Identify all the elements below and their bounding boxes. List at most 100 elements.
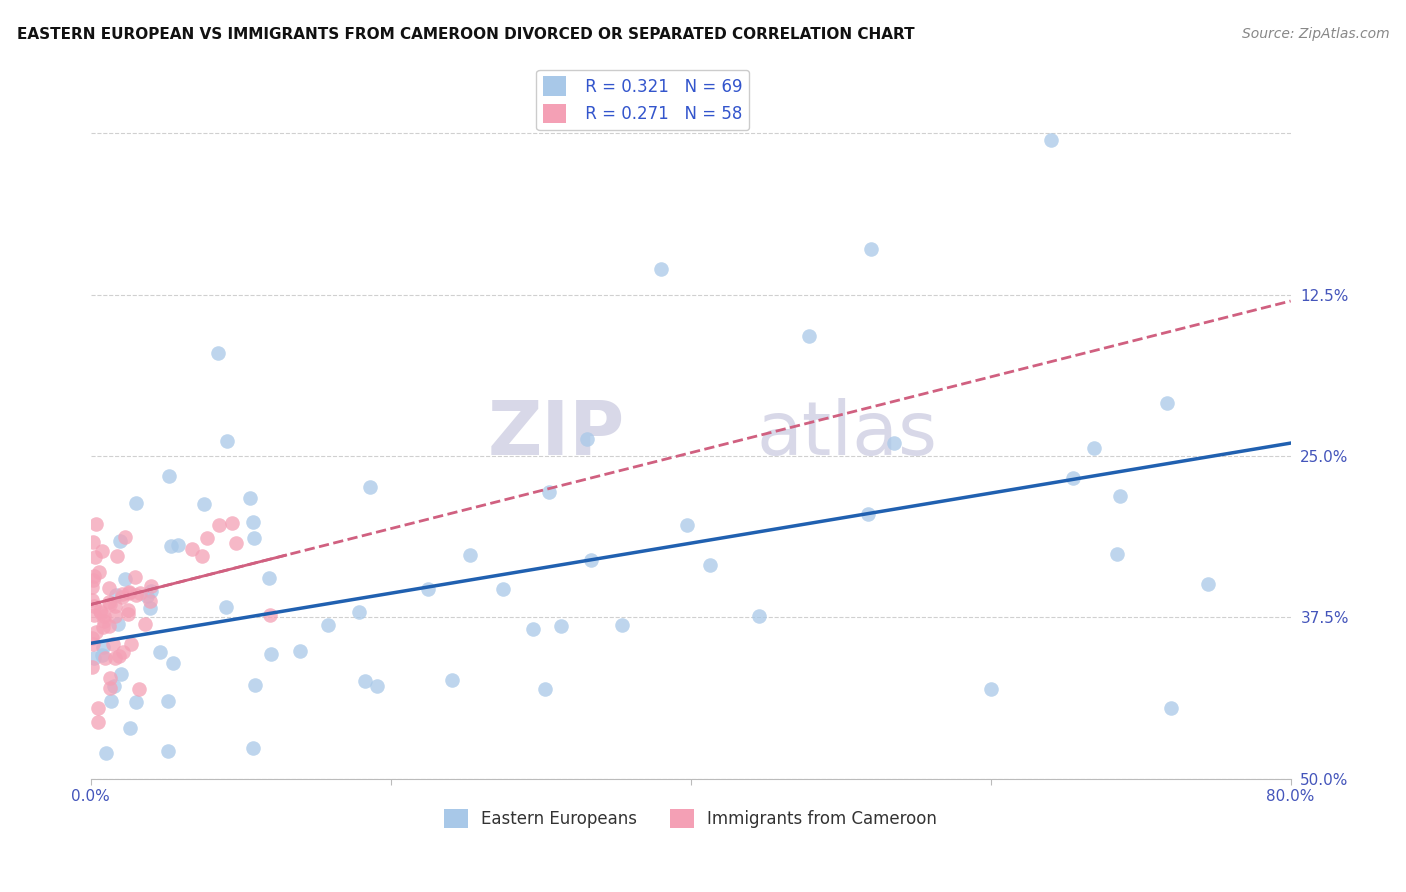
- Point: [98, 671, 121, 685]
- Point: [117, 607, 139, 621]
- Point: [347, 605, 370, 619]
- Point: [156, 694, 179, 708]
- Point: [359, 479, 381, 493]
- Point: [91, 544, 114, 558]
- Point: [1156, 396, 1178, 410]
- Point: [242, 515, 264, 529]
- Point: [1062, 471, 1084, 485]
- Point: [157, 469, 180, 483]
- Point: [125, 588, 148, 602]
- Point: [799, 329, 821, 343]
- Point: [90, 606, 112, 620]
- Point: [91, 640, 114, 654]
- Point: [156, 744, 179, 758]
- Point: [104, 609, 127, 624]
- Point: [242, 740, 264, 755]
- Point: [117, 585, 139, 599]
- Point: [180, 542, 202, 557]
- Point: [207, 345, 229, 359]
- Point: [243, 532, 266, 546]
- Point: [1197, 577, 1219, 591]
- Point: [748, 608, 770, 623]
- Point: [195, 531, 218, 545]
- Point: [108, 648, 131, 663]
- Point: [859, 243, 882, 257]
- Point: [87, 565, 110, 579]
- Point: [103, 679, 125, 693]
- Point: [82, 632, 104, 646]
- Point: [117, 603, 139, 617]
- Point: [581, 552, 603, 566]
- Point: [1160, 701, 1182, 715]
- Point: [82, 660, 104, 674]
- Point: [97, 581, 120, 595]
- Point: [84, 517, 107, 532]
- Point: [134, 616, 156, 631]
- Point: [82, 573, 104, 587]
- Point: [538, 485, 561, 500]
- Point: [290, 644, 312, 658]
- Point: [612, 617, 634, 632]
- Point: [316, 618, 339, 632]
- Point: [87, 715, 110, 730]
- Point: [83, 607, 105, 622]
- Point: [83, 549, 105, 564]
- Point: [257, 571, 280, 585]
- Point: [91, 648, 114, 662]
- Point: [191, 549, 214, 563]
- Point: [699, 558, 721, 572]
- Point: [856, 508, 879, 522]
- Point: [162, 656, 184, 670]
- Point: [354, 674, 377, 689]
- Point: [114, 530, 136, 544]
- Point: [193, 497, 215, 511]
- Point: [118, 586, 141, 600]
- Point: [93, 608, 115, 623]
- Point: [1039, 132, 1062, 146]
- Point: [650, 261, 672, 276]
- Point: [128, 682, 150, 697]
- Point: [139, 579, 162, 593]
- Point: [215, 434, 238, 449]
- Legend: Eastern Europeans, Immigrants from Cameroon: Eastern Europeans, Immigrants from Camer…: [437, 802, 943, 835]
- Point: [221, 516, 243, 531]
- Text: EASTERN EUROPEAN VS IMMIGRANTS FROM CAMEROON DIVORCED OR SEPARATED CORRELATION C: EASTERN EUROPEAN VS IMMIGRANTS FROM CAME…: [17, 27, 914, 42]
- Point: [124, 570, 146, 584]
- Point: [492, 582, 515, 596]
- Point: [534, 682, 557, 697]
- Point: [125, 496, 148, 510]
- Point: [96, 746, 118, 760]
- Text: ZIP: ZIP: [488, 398, 624, 471]
- Point: [83, 599, 105, 613]
- Point: [239, 491, 262, 505]
- Point: [111, 591, 134, 605]
- Point: [94, 651, 117, 665]
- Point: [82, 580, 104, 594]
- Point: [104, 589, 127, 603]
- Point: [83, 651, 105, 665]
- Point: [214, 600, 236, 615]
- Text: Source: ZipAtlas.com: Source: ZipAtlas.com: [1241, 27, 1389, 41]
- Point: [112, 645, 135, 659]
- Point: [82, 593, 104, 607]
- Point: [1083, 441, 1105, 455]
- Point: [107, 549, 129, 564]
- Point: [418, 582, 440, 596]
- Text: atlas: atlas: [756, 398, 938, 471]
- Point: [149, 645, 172, 659]
- Point: [107, 616, 129, 631]
- Point: [110, 666, 132, 681]
- Point: [139, 583, 162, 598]
- Point: [980, 681, 1002, 696]
- Point: [82, 535, 104, 549]
- Point: [243, 678, 266, 692]
- Point: [104, 599, 127, 613]
- Point: [160, 539, 183, 553]
- Point: [91, 620, 114, 634]
- Point: [138, 594, 160, 608]
- Point: [98, 619, 121, 633]
- Point: [84, 624, 107, 639]
- Point: [110, 533, 132, 548]
- Point: [111, 587, 134, 601]
- Point: [259, 607, 281, 622]
